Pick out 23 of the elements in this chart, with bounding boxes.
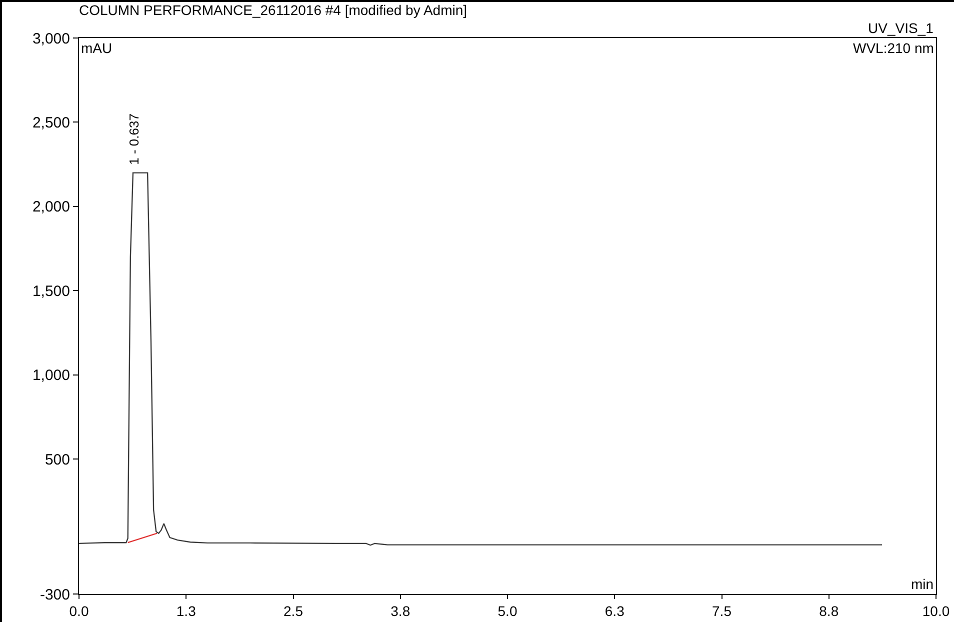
x-tick-label: 7.5 xyxy=(712,602,732,619)
x-tick-label: 8.8 xyxy=(819,602,839,619)
x-tick-label: 0.0 xyxy=(69,602,89,619)
x-tick-label: 3.8 xyxy=(390,602,410,619)
y-tick-label: 500 xyxy=(44,451,70,468)
line-series xyxy=(79,172,883,546)
chart-title: COLUMN PERFORMANCE_26112016 #4 [modified by Admin] xyxy=(79,2,468,18)
annotation: WVL:210 nm xyxy=(853,40,934,56)
y-tick-label: 1,500 xyxy=(32,282,70,300)
x-tick-label: 5.0 xyxy=(498,602,518,619)
x-tick-label: 1.3 xyxy=(176,602,196,619)
text: UV_VIS_1 xyxy=(868,20,934,36)
x-axis-title: min xyxy=(911,576,934,592)
annotation: 1 - 0.637 xyxy=(126,114,142,165)
y-tick-label: 3,000 xyxy=(32,30,70,48)
y-tick-label: 2,500 xyxy=(32,114,70,132)
y-tick-label: 2,000 xyxy=(32,198,70,216)
x-tick-label: 10.0 xyxy=(922,602,950,619)
y-tick-label: -300 xyxy=(40,586,70,604)
x-tick-label: 2.5 xyxy=(284,602,304,619)
x-tick-label: 6.3 xyxy=(604,602,625,619)
y-tick-label: 1,000 xyxy=(32,367,70,384)
y-axis-title: mAU xyxy=(81,40,112,56)
